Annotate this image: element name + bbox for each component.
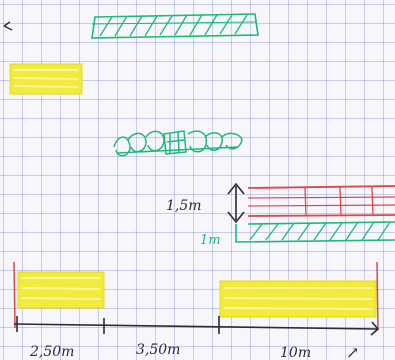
dimension-label-left: 2,50m <box>29 344 74 360</box>
arrow-mark: ↗ <box>346 343 359 360</box>
red-edge-mark-right <box>376 261 379 331</box>
red-edge-mark-left <box>13 261 16 329</box>
arrow-tip-mark <box>3 21 13 31</box>
height-label: 1,5m <box>166 198 202 214</box>
height-dimension-arrow <box>227 182 245 224</box>
green-scribble-cluster <box>113 130 243 157</box>
dimension-label-right: 10m <box>280 345 311 360</box>
ground-label: 1m <box>200 233 221 248</box>
green-hatched-bar-ground <box>235 221 395 243</box>
dimension-label-middle: 3,50m <box>136 342 180 358</box>
dimension-baseline <box>13 316 380 336</box>
green-hatched-bar-top <box>91 13 259 39</box>
red-hatched-bar <box>247 185 395 217</box>
